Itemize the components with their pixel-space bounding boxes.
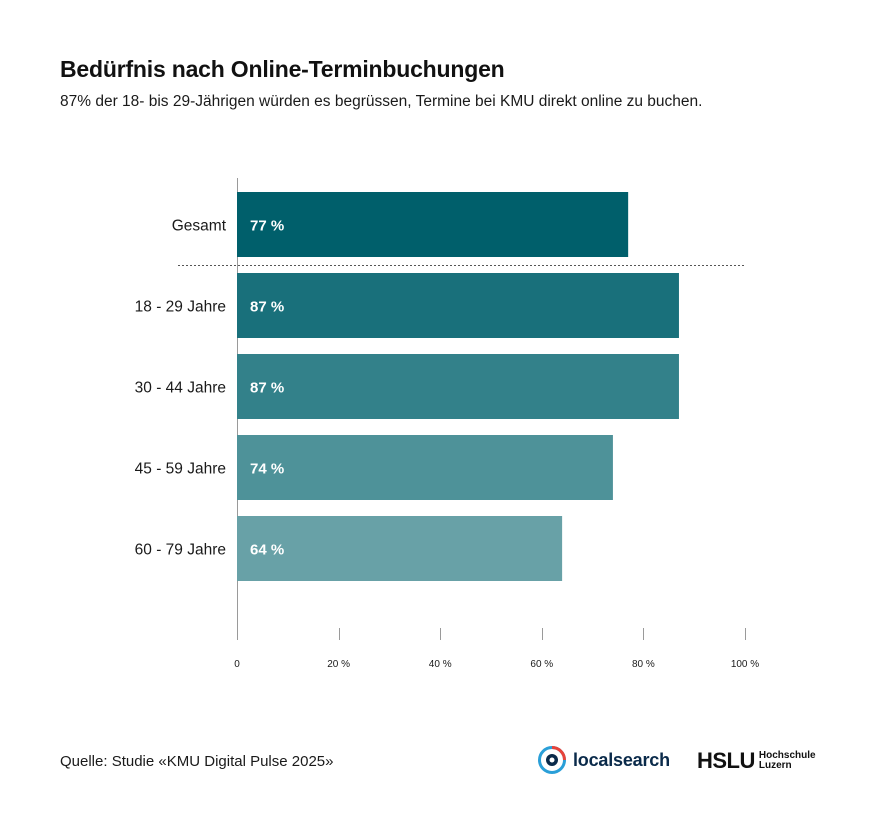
hslu-logo-subtext: Hochschule Luzern	[759, 751, 816, 771]
bar-3	[237, 435, 613, 500]
hslu-logo: HSLU Hochschule Luzern	[697, 748, 816, 774]
source-note: Quelle: Studie «KMU Digital Pulse 2025»	[60, 753, 334, 770]
bar-value-label-1: 87 %	[250, 299, 284, 316]
x-tick-label-3: 60 %	[530, 659, 553, 670]
bar-4	[237, 516, 563, 581]
category-label-1: 18 - 29 Jahre	[135, 299, 226, 316]
chart-title: Bedürfnis nach Online-Terminbuchungen	[60, 56, 505, 82]
chart-subtitle: 87% der 18- bis 29-Jährigen würden es be…	[60, 93, 703, 110]
x-tick-label-1: 20 %	[327, 659, 350, 670]
hslu-logo-line2: Luzern	[758, 760, 792, 771]
bar-value-label-2: 87 %	[250, 380, 284, 397]
bar-2	[237, 354, 679, 419]
x-tick-label-0: 0	[234, 659, 240, 670]
x-tick-label-2: 40 %	[429, 659, 452, 670]
category-label-3: 45 - 59 Jahre	[135, 461, 226, 478]
bar-value-label-0: 77 %	[250, 218, 284, 235]
hslu-logo-text: HSLU	[697, 748, 755, 773]
localsearch-logo-text: localsearch	[573, 749, 670, 770]
localsearch-logo: localsearch	[538, 745, 670, 775]
bar-chart: 77 % Gesamt 87 % 18 - 29 Jahre 87 % 30 - 44 J…	[135, 178, 759, 670]
hslu-logo-line1: Hochschule	[758, 750, 816, 761]
category-label-0: Gesamt	[172, 218, 227, 235]
bar-1	[237, 273, 679, 338]
bar-0	[237, 192, 629, 257]
bar-value-label-3: 74 %	[250, 461, 284, 478]
category-label-2: 30 - 44 Jahre	[135, 380, 226, 397]
bar-value-label-4: 64 %	[250, 542, 284, 559]
category-label-4: 60 - 79 Jahre	[135, 542, 226, 559]
localsearch-logo-icon	[538, 746, 566, 774]
x-tick-label-5: 100 %	[731, 659, 759, 670]
x-tick-label-4: 80 %	[632, 659, 655, 670]
